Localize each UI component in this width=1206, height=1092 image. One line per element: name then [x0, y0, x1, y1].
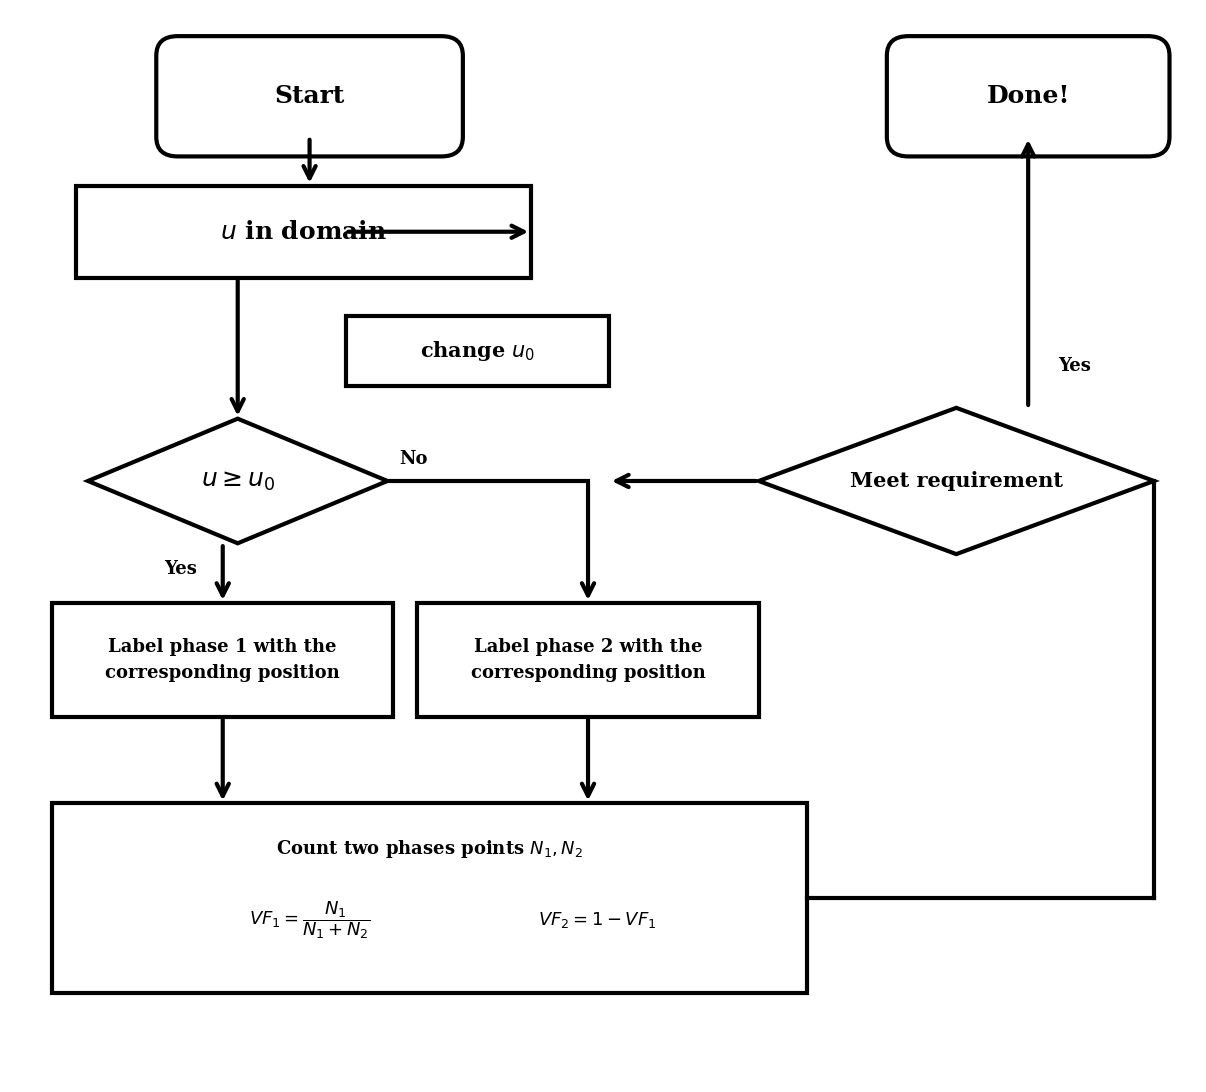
- FancyBboxPatch shape: [157, 36, 463, 156]
- Bar: [52, 603, 393, 716]
- Polygon shape: [88, 418, 387, 544]
- Bar: [76, 186, 531, 277]
- Polygon shape: [759, 407, 1154, 554]
- Text: $VF_1 = \dfrac{N_1}{N_1+N_2}$: $VF_1 = \dfrac{N_1}{N_1+N_2}$: [248, 899, 370, 940]
- Text: Yes: Yes: [1058, 357, 1091, 376]
- Text: $VF_2 = 1 - VF_1$: $VF_2 = 1 - VF_1$: [538, 910, 656, 930]
- Text: Meet requirement: Meet requirement: [850, 471, 1062, 491]
- Text: $u$ in domain: $u$ in domain: [221, 219, 387, 244]
- Bar: [52, 804, 807, 993]
- Text: No: No: [399, 450, 428, 468]
- FancyBboxPatch shape: [886, 36, 1170, 156]
- Bar: [417, 603, 759, 716]
- Text: $u \geq u_0$: $u \geq u_0$: [200, 468, 275, 492]
- Text: change $u_0$: change $u_0$: [420, 339, 535, 363]
- Text: Yes: Yes: [164, 559, 198, 578]
- Text: Start: Start: [275, 84, 345, 108]
- Bar: [345, 316, 609, 387]
- Text: Label phase 2 with the
corresponding position: Label phase 2 with the corresponding pos…: [470, 638, 706, 682]
- Text: Done!: Done!: [987, 84, 1070, 108]
- Text: Count two phases points $N_1, N_2$: Count two phases points $N_1, N_2$: [276, 839, 582, 860]
- Text: Label phase 1 with the
corresponding position: Label phase 1 with the corresponding pos…: [105, 638, 340, 682]
